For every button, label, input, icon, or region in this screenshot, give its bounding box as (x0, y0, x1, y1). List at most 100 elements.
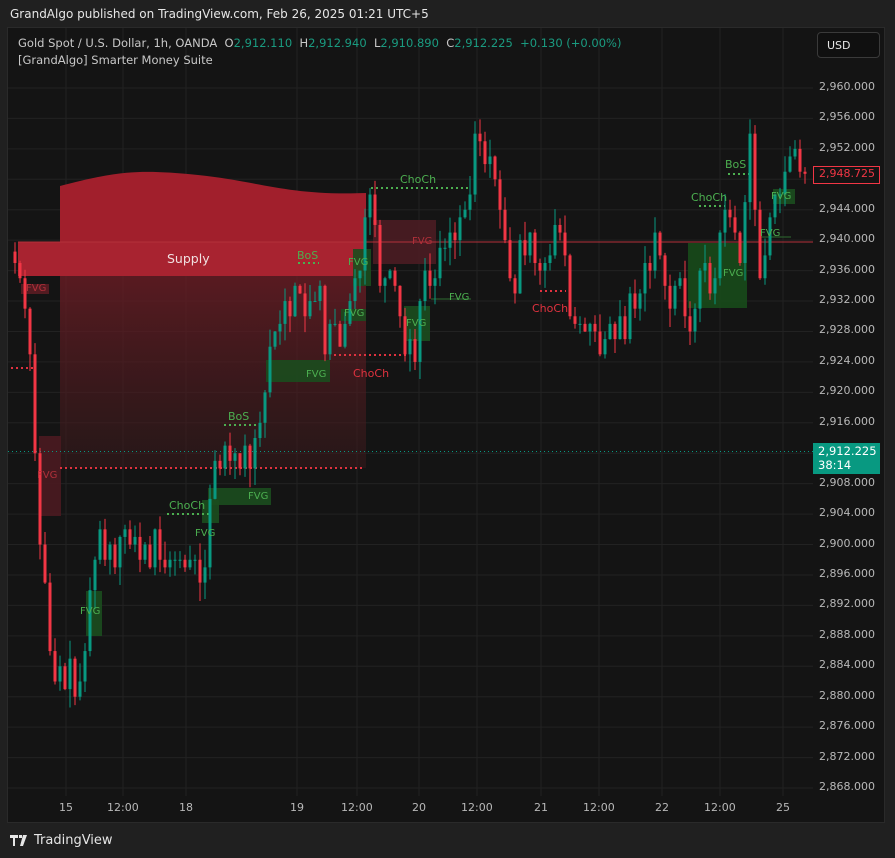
fvg-label: FVG (723, 268, 744, 279)
marker-price-tag: 2,948.725 (813, 166, 880, 184)
candle-body (718, 232, 722, 279)
current-price-tag: 2,912.225 38:14 (813, 443, 880, 474)
candle-body (328, 323, 332, 355)
candle-body (23, 278, 27, 309)
candle-body (188, 559, 192, 568)
candle-body (678, 278, 682, 286)
candle-body (418, 301, 422, 362)
candle-body (73, 658, 77, 697)
price-tick: 2,928.000 (819, 323, 875, 337)
candle-body (93, 559, 97, 591)
symbol-title[interactable]: Gold Spot / U.S. Dollar, 1h, OANDA (18, 36, 218, 50)
candle-body (103, 529, 107, 560)
fvg-label: FVG (760, 228, 781, 239)
high-label: H (299, 36, 309, 50)
low-label: L (373, 36, 381, 50)
candle-body (698, 270, 702, 309)
candle-body (783, 171, 787, 195)
candle-body (33, 354, 37, 454)
price-tick: 2,932.000 (819, 293, 875, 307)
time-tick: 20 (412, 801, 426, 814)
fvg-label: FVG (412, 236, 433, 247)
candle-body (383, 278, 387, 286)
candle-body (38, 453, 42, 545)
candle-body (78, 681, 82, 697)
candle-body (728, 209, 732, 218)
candle-body (478, 133, 482, 142)
candle-body (363, 217, 367, 271)
fvg-zone (39, 436, 61, 516)
close-value: 2,912.225 (454, 36, 513, 50)
candle-body (488, 156, 492, 165)
candle-body (608, 323, 612, 340)
fvg-label: FVG (449, 292, 470, 303)
candle-body (233, 453, 237, 461)
candle-body (218, 460, 222, 469)
choch-label: ChoCh (532, 302, 569, 315)
choch-label: ChoCh (691, 191, 728, 204)
candle-body (463, 209, 467, 218)
candle-body (448, 232, 452, 248)
price-tick: 2,952.000 (819, 140, 875, 154)
candle-body (373, 194, 377, 225)
close-label: C (446, 36, 455, 50)
candle-body (413, 339, 417, 362)
candle-body (438, 247, 442, 279)
candle-body (578, 323, 582, 325)
candle-body (53, 651, 57, 682)
candle-body (338, 323, 342, 347)
supply-label: Supply (167, 251, 210, 266)
candle-body (168, 559, 172, 568)
candle-body (648, 263, 652, 271)
candle-body (63, 666, 67, 690)
candle-body (763, 255, 767, 279)
candle-body (163, 559, 167, 568)
price-tick: 2,936.000 (819, 262, 875, 276)
candle-body (203, 567, 207, 583)
candle-body (243, 445, 247, 469)
candle-body (258, 422, 262, 439)
candle-body (693, 308, 697, 332)
candle-body (468, 194, 472, 210)
candle-body (303, 293, 307, 317)
candle-body (623, 316, 627, 340)
candle-body (688, 316, 692, 332)
candle-body (753, 133, 757, 210)
tradingview-logo[interactable]: TradingView (10, 833, 113, 848)
candle-body (18, 263, 22, 279)
chart-pane[interactable] (7, 27, 885, 823)
time-tick: 12:00 (704, 801, 736, 814)
candle-body (773, 194, 777, 218)
candle-body (393, 270, 397, 286)
candle-body (458, 217, 462, 241)
time-tick: 21 (534, 801, 548, 814)
price-tick: 2,956.000 (819, 110, 875, 124)
candlestick-chart[interactable] (8, 28, 886, 824)
time-tick: 25 (776, 801, 790, 814)
candle-body (228, 445, 232, 461)
indicator-title[interactable]: [GrandAlgo] Smarter Money Suite (18, 53, 213, 67)
currency-button[interactable]: USD (817, 32, 880, 58)
candle-body (403, 316, 407, 355)
tradingview-logo-icon (10, 834, 27, 846)
candle-body (58, 666, 62, 682)
candle-body (603, 339, 607, 355)
candle-body (663, 255, 667, 286)
candle-body (123, 529, 127, 537)
candle-body (733, 217, 737, 233)
price-tick: 2,920.000 (819, 384, 875, 398)
candle-body (348, 301, 352, 324)
candle-body (433, 278, 437, 286)
bos-label: BoS (725, 158, 747, 171)
time-tick: 19 (290, 801, 304, 814)
candle-body (548, 255, 552, 264)
candle-body (543, 263, 547, 271)
candle-body (313, 301, 317, 303)
fvg-label: FVG (406, 318, 427, 329)
price-tick: 2,888.000 (819, 627, 875, 641)
fvg-label: FVG (248, 491, 269, 502)
candle-body (598, 331, 602, 355)
candle-body (528, 232, 532, 256)
candle-body (178, 559, 182, 561)
candle-body (508, 240, 512, 279)
